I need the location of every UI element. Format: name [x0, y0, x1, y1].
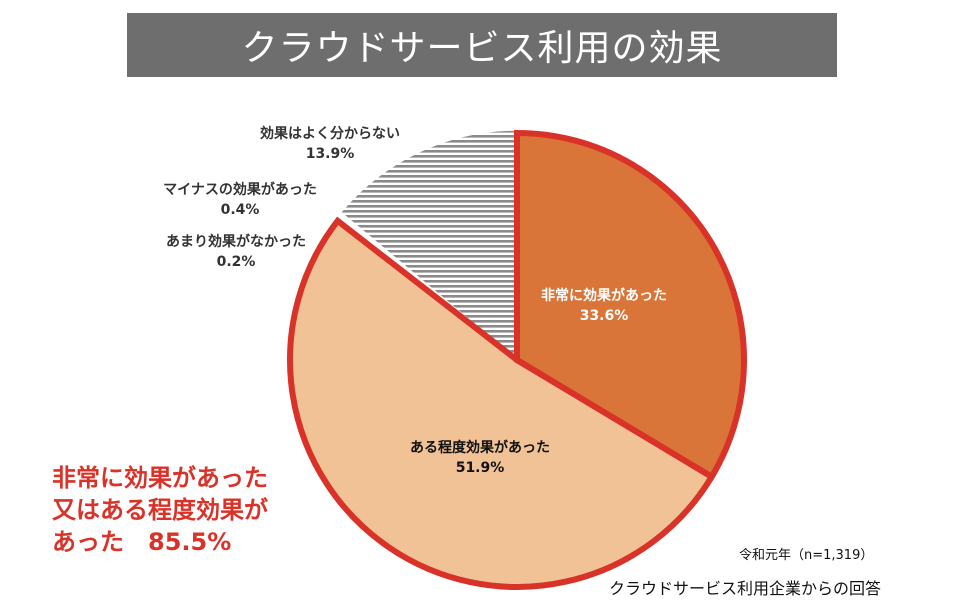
pie-slice-5 [339, 129, 518, 362]
slice-percent-4: 0.4% [221, 202, 260, 218]
highlight-outline-2 [287, 216, 716, 590]
slice-label-3: あまり効果がなかった 0.2% [166, 233, 306, 270]
callout-line-1: 非常に効果があった [52, 464, 268, 492]
slice-category-2: ある程度効果があった [410, 439, 550, 456]
slice-percent-1: 33.6% [580, 308, 629, 324]
slice-category-4: マイナスの効果があった [163, 181, 317, 198]
slice-label-1: 非常に効果があった 33.6% [541, 287, 667, 324]
slice-percent-3: 0.2% [217, 254, 256, 270]
slice-label-2: ある程度効果があった 51.9% [410, 439, 550, 476]
slice-category-3: あまり効果がなかった [166, 233, 306, 250]
slice-category-5: 効果はよく分からない [260, 125, 400, 142]
slice-label-4: マイナスの効果があった 0.4% [163, 181, 317, 218]
slice-percent-2: 51.9% [456, 460, 505, 476]
highlight-outline-1 [514, 129, 748, 481]
slice-percent-5: 13.9% [306, 146, 355, 162]
callout-line-2: 又はある程度効果が [52, 496, 268, 524]
survey-note: 令和元年（n=1,319） [739, 548, 874, 563]
source-note: クラウドサービス利用企業からの回答 [609, 579, 882, 598]
slice-label-5: 効果はよく分からない 13.9% [260, 125, 400, 162]
slice-category-1: 非常に効果があった [541, 287, 667, 304]
callout-line-3: あった 85.5% [52, 528, 232, 556]
chart-title: クラウドサービス利用の効果 [127, 13, 837, 77]
summary-callout: 非常に効果があった 又はある程度効果が あった 85.5% [52, 462, 312, 558]
